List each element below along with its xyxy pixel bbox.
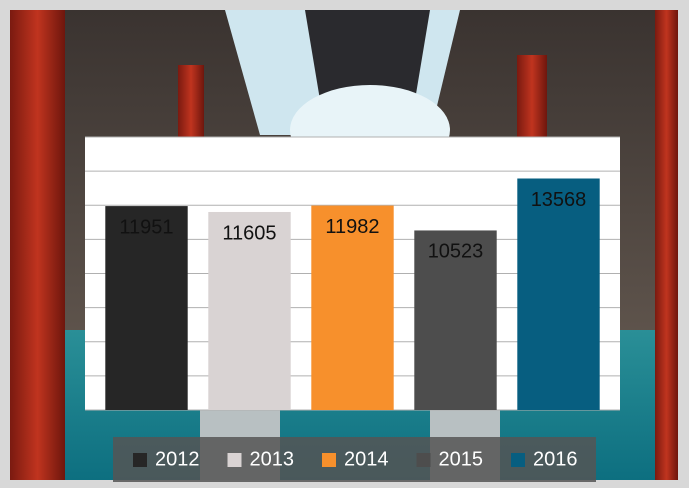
data-label: 10523 [428, 241, 484, 263]
bars: 11951 11605 11982 10523 13568 [105, 178, 599, 410]
legend-label: 2016 [533, 448, 578, 470]
bar [517, 178, 599, 410]
legend-label: 2013 [250, 448, 295, 470]
data-label: 13568 [531, 189, 587, 211]
data-label: 11982 [325, 216, 379, 238]
legend-label: 2014 [344, 448, 389, 470]
legend-swatch [133, 453, 147, 467]
legend-label: 2015 [439, 448, 484, 470]
legend-swatch [228, 453, 242, 467]
chart: 11951 11605 11982 10523 13568 2012 2013 2014 20… [0, 0, 689, 488]
data-label: 11605 [222, 222, 276, 244]
legend-swatch [417, 453, 431, 467]
legend-swatch [511, 453, 525, 467]
legend-swatch [322, 453, 336, 467]
legend-label: 2012 [155, 448, 200, 470]
data-label: 11951 [119, 216, 173, 238]
